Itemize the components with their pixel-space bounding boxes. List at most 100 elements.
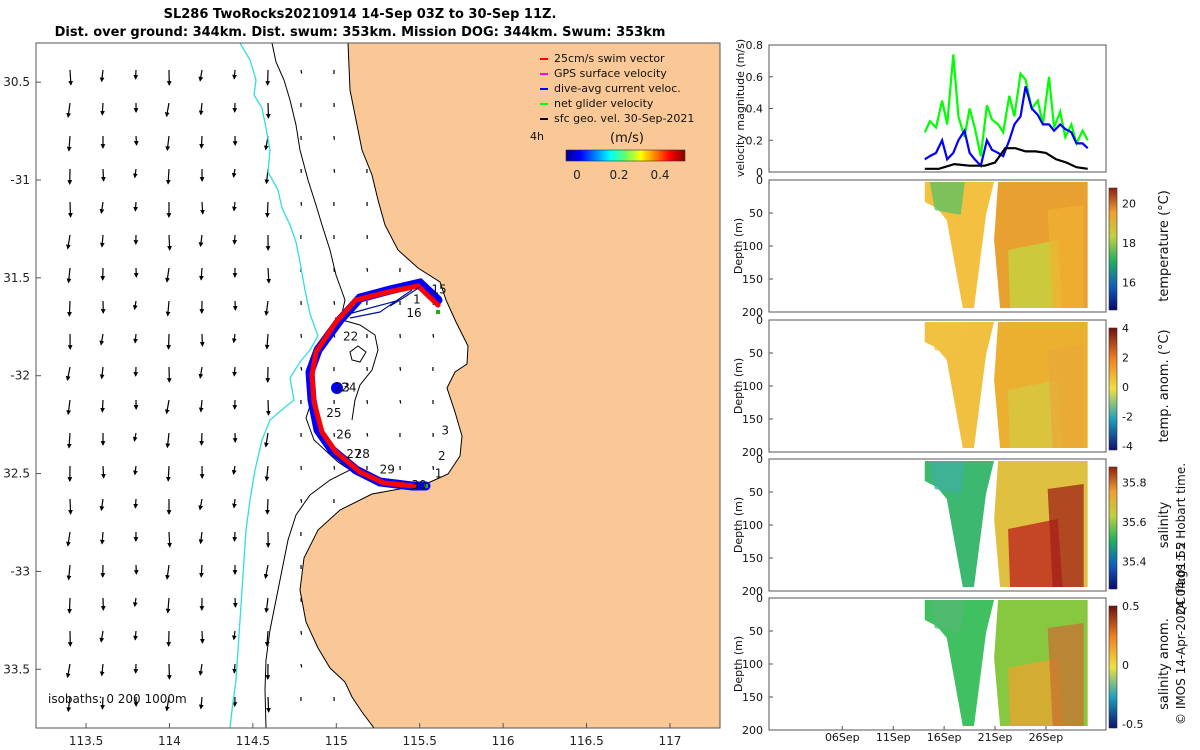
colorbar-tick-label: 0 bbox=[1122, 381, 1129, 394]
speed-colorbar bbox=[565, 149, 686, 162]
map-ytick-label: 30.5 bbox=[3, 75, 30, 89]
section-colorbar bbox=[1108, 327, 1118, 451]
geo-velocity-arrow bbox=[99, 333, 105, 346]
geo-velocity-arrow bbox=[66, 399, 72, 416]
geo-velocity-arrow bbox=[165, 168, 171, 185]
glider-track-detail bbox=[344, 286, 421, 319]
geo-velocity-arrow bbox=[333, 300, 336, 305]
salinity-section: 0 50 100 150 200 Depth (m) 35.4 35.6 35.8 salinit… bbox=[732, 453, 1172, 598]
geo-velocity-arrow bbox=[99, 630, 105, 643]
time-tick-label: 06Sep bbox=[825, 731, 860, 744]
section-data-block bbox=[924, 322, 995, 448]
surface-geostrophic-vectors bbox=[65, 69, 435, 713]
speed-colorbar-title: (m/s) bbox=[610, 131, 644, 146]
section-data-block bbox=[1047, 623, 1084, 726]
geo-velocity-arrow bbox=[264, 432, 269, 448]
land-mass bbox=[300, 43, 720, 728]
depth-tick-label: 200 bbox=[742, 585, 763, 598]
geo-velocity-arrow bbox=[232, 69, 237, 80]
depth-tick-label: 50 bbox=[749, 207, 763, 220]
geo-velocity-arrow bbox=[99, 498, 105, 512]
temperature-section: 0 50 100 150 200 Depth (m) 16 18 20 temperature (… bbox=[732, 174, 1172, 319]
coastline bbox=[299, 43, 469, 728]
geo-velocity-arrow bbox=[232, 201, 237, 212]
isobath-legend: isobaths: 0 200 1000m bbox=[48, 692, 187, 706]
geo-velocity-arrow bbox=[165, 300, 171, 317]
geo-velocity-arrow bbox=[199, 267, 204, 281]
map-ytick-label: 32.5 bbox=[3, 467, 30, 481]
geo-velocity-arrow bbox=[68, 69, 74, 86]
geo-velocity-arrow bbox=[68, 201, 73, 218]
geo-velocity-arrow bbox=[99, 234, 105, 248]
map-ytick-label: 33.5 bbox=[3, 662, 30, 676]
map-xtick-label: 115 bbox=[325, 734, 348, 748]
section-colorbar bbox=[1108, 466, 1118, 590]
geo-velocity-arrow bbox=[300, 498, 303, 503]
geo-velocity-arrow bbox=[231, 465, 237, 475]
geo-velocity-arrow bbox=[231, 630, 237, 641]
geo-velocity-arrow bbox=[65, 366, 71, 382]
track-day-label: 16 bbox=[406, 306, 421, 320]
velocity-ytick-label: 0.8 bbox=[746, 39, 764, 52]
depth-tick-label: 100 bbox=[742, 240, 763, 253]
imos-credit-visible: © IMOS 14-Apr-2024 04:01:55 Hobart time. bbox=[1174, 463, 1188, 725]
geo-velocity-arrow bbox=[300, 201, 303, 206]
geo-velocity-arrow bbox=[366, 432, 369, 437]
geo-velocity-arrow bbox=[333, 168, 336, 173]
depth-tick-label: 150 bbox=[742, 691, 763, 704]
geo-velocity-arrow bbox=[199, 135, 205, 149]
geo-velocity-arrow bbox=[164, 696, 170, 712]
geo-velocity-arrow bbox=[265, 498, 270, 515]
colorbar-tick-label: 2 bbox=[1122, 352, 1129, 365]
geo-velocity-arrow bbox=[198, 663, 204, 676]
section-data-block bbox=[929, 322, 965, 355]
geo-velocity-arrow bbox=[263, 564, 269, 580]
track-day-label: 28 bbox=[355, 447, 370, 461]
geo-velocity-arrow bbox=[132, 432, 138, 442]
geo-velocity-arrow bbox=[133, 465, 138, 476]
geo-velocity-arrow bbox=[264, 333, 270, 350]
legend-label: sfc geo. vel. 30-Sep-2021 bbox=[554, 112, 694, 125]
section-data-block bbox=[1008, 658, 1063, 726]
map-xtick-label: 114 bbox=[158, 734, 181, 748]
colorbar-tick-label: -2 bbox=[1122, 411, 1133, 424]
colorbar-tick-label: 0 bbox=[1122, 659, 1129, 672]
geo-velocity-arrow bbox=[66, 432, 72, 449]
geo-velocity-arrow bbox=[165, 432, 171, 449]
legend-label: net glider velocity bbox=[554, 97, 654, 110]
geo-velocity-arrow bbox=[266, 399, 271, 416]
colorbar-tick-label: 0.5 bbox=[1122, 600, 1140, 613]
section-data-block bbox=[929, 461, 965, 494]
geo-velocity-arrow bbox=[198, 531, 204, 545]
geo-velocity-arrow bbox=[264, 300, 270, 316]
temp-anomaly-section: 0 50 100 150 200 Depth (m) -4 -2 0 2 4 temp. anom. … bbox=[732, 314, 1172, 459]
map-ytick-label: 31.5 bbox=[3, 271, 30, 285]
geo-velocity-arrow bbox=[100, 399, 105, 413]
map-ytick-label: -33 bbox=[10, 564, 30, 578]
geo-velocity-arrow bbox=[165, 564, 170, 580]
geo-velocity-arrow bbox=[133, 201, 139, 212]
map-title-line-2: Dist. over ground: 344km. Dist. swum: 35… bbox=[54, 25, 666, 40]
geo-velocity-arrow bbox=[100, 102, 105, 116]
speed-colorbar-tick-1: 0.2 bbox=[609, 168, 628, 182]
track-day-label: 15 bbox=[431, 283, 446, 297]
geo-velocity-arrow bbox=[133, 168, 138, 179]
geo-velocity-arrow bbox=[66, 234, 71, 250]
geo-velocity-arrow bbox=[300, 69, 303, 74]
colorbar-tick-label: 4 bbox=[1122, 322, 1129, 335]
qc-flags-label: QC flags 1 2 bbox=[1174, 541, 1188, 614]
geo-velocity-arrow bbox=[66, 267, 72, 284]
track-day-label: 25 bbox=[326, 406, 341, 420]
map-xtick-label: 116.5 bbox=[569, 734, 603, 748]
geo-velocity-arrow bbox=[68, 498, 73, 515]
geo-velocity-arrow bbox=[264, 597, 270, 614]
depth-tick-label: 50 bbox=[749, 347, 763, 360]
colorbar-tick-label: -0.5 bbox=[1122, 718, 1143, 731]
depth-tick-label: 100 bbox=[742, 658, 763, 671]
geo-velocity-arrow bbox=[66, 135, 72, 152]
geo-velocity-arrow bbox=[67, 597, 72, 614]
geo-velocity-arrow bbox=[232, 498, 237, 509]
geo-velocity-arrow bbox=[266, 267, 272, 284]
colorbar-label: salinity bbox=[1157, 501, 1172, 548]
